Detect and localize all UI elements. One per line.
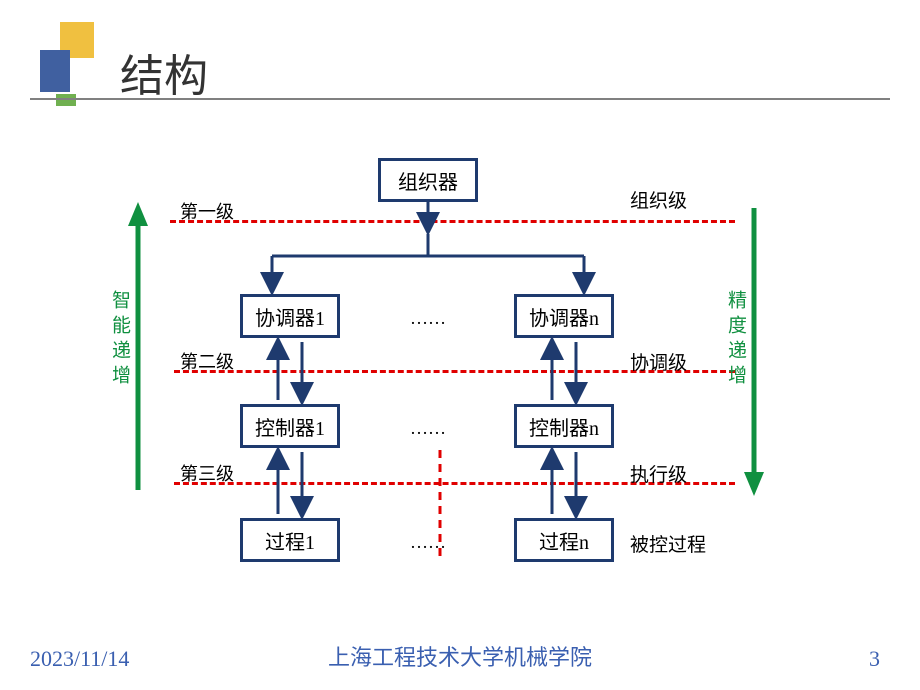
node-coordinator-n: 协调器n xyxy=(514,294,614,338)
node-process-n: 过程n xyxy=(514,518,614,562)
footer-institution: 上海工程技术大学机械学院 xyxy=(328,640,592,672)
ornament-green xyxy=(56,94,76,106)
ellipsis-ctrl: …… xyxy=(410,418,446,439)
node-label: 协调器n xyxy=(529,302,599,331)
ornament-blue xyxy=(40,50,70,92)
node-controller-n: 控制器n xyxy=(514,404,614,448)
node-label: 过程n xyxy=(539,526,589,555)
label-level1-right: 组织级 xyxy=(630,186,687,213)
side-label-right: 精度递增 xyxy=(722,290,749,390)
dashed-level1 xyxy=(170,220,735,223)
node-label: 协调器1 xyxy=(255,302,325,331)
node-label: 控制器n xyxy=(529,412,599,441)
node-coordinator1: 协调器1 xyxy=(240,294,340,338)
label-level3-left: 第三级 xyxy=(180,460,234,486)
label-level3-right: 执行级 xyxy=(630,460,687,487)
node-label: 组织器 xyxy=(398,166,458,195)
footer-page-number: 3 xyxy=(869,646,880,672)
node-organizer: 组织器 xyxy=(378,158,478,202)
title-underline xyxy=(30,98,890,100)
node-label: 过程1 xyxy=(265,526,315,555)
footer-date: 2023/11/14 xyxy=(30,646,129,672)
ellipsis-proc: …… xyxy=(410,532,446,553)
node-label: 控制器1 xyxy=(255,412,325,441)
label-process-right: 被控过程 xyxy=(630,530,706,557)
structure-diagram: 组织器 协调器1 协调器n 控制器1 控制器n 过程1 过程n …… …… ……… xyxy=(100,130,820,600)
side-label-left: 智能递增 xyxy=(106,290,133,390)
label-level1-left: 第一级 xyxy=(180,198,234,224)
ellipsis-coord: …… xyxy=(410,308,446,329)
label-level2-right: 协调级 xyxy=(630,348,687,375)
label-level2-left: 第二级 xyxy=(180,348,234,374)
node-controller1: 控制器1 xyxy=(240,404,340,448)
slide-title: 结构 xyxy=(120,40,208,104)
node-process1: 过程1 xyxy=(240,518,340,562)
